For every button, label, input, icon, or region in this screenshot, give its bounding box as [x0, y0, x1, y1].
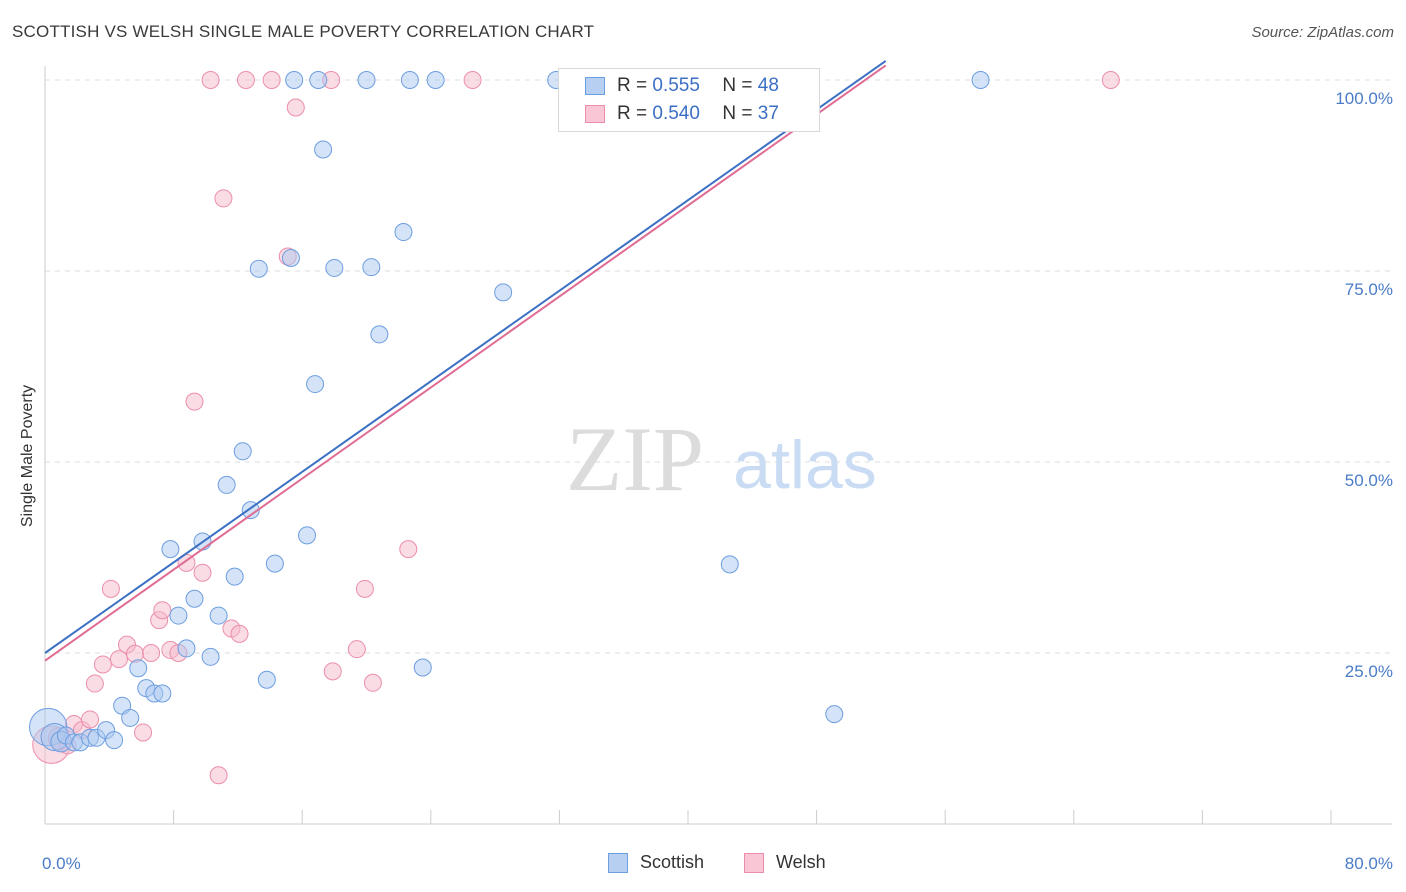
r-value-scottish: 0.555	[652, 75, 700, 96]
scottish-point	[971, 71, 990, 89]
scottish-point	[257, 670, 276, 689]
y-tick-label: 75.0%	[1345, 280, 1393, 299]
scottish-point	[426, 71, 445, 89]
scottish-point	[121, 708, 140, 727]
scottish-point	[185, 589, 204, 608]
welsh-point	[347, 640, 366, 659]
r-label: R =	[617, 75, 648, 96]
n-label: N =	[722, 75, 753, 96]
scottish-legend-label: Scottish	[640, 852, 705, 872]
n-value-scottish: 48	[757, 75, 779, 96]
chart-title: SCOTTISH VS WELSH SINGLE MALE POVERTY CO…	[12, 22, 595, 41]
welsh-point	[134, 723, 153, 742]
scottish-point	[233, 442, 252, 461]
scottish-point	[153, 684, 172, 703]
scottish-points	[29, 71, 990, 753]
welsh-point	[1101, 71, 1120, 89]
scottish-point	[306, 375, 325, 394]
welsh-point	[236, 71, 255, 89]
welsh-legend-swatch	[744, 852, 764, 873]
r-value-welsh: 0.540	[652, 103, 700, 124]
welsh-point	[214, 189, 233, 208]
welsh-point	[355, 579, 374, 598]
scottish-point	[314, 140, 333, 159]
legend-row-scottish: R = 0.555 N = 48	[585, 75, 779, 97]
watermark-zip: ZIP	[566, 408, 704, 510]
n-label: N =	[722, 103, 753, 124]
scottish-point	[325, 258, 344, 277]
watermark: ZIP atlas	[566, 408, 877, 510]
welsh-point	[185, 392, 204, 411]
scottish-point	[309, 71, 328, 89]
scottish-point	[362, 258, 381, 277]
welsh-legend-label: Welsh	[776, 852, 826, 872]
legend-row-welsh: R = 0.540 N = 37	[585, 103, 779, 125]
scottish-point	[129, 659, 148, 678]
welsh-point	[81, 710, 100, 729]
welsh-point	[109, 650, 128, 669]
welsh-swatch	[585, 105, 605, 123]
welsh-point	[93, 655, 112, 674]
scottish-point	[217, 475, 236, 494]
scottish-point	[161, 540, 180, 559]
scottish-point	[400, 71, 419, 89]
scottish-point	[209, 606, 228, 625]
y-tick-label: 25.0%	[1345, 662, 1393, 681]
welsh-point	[142, 644, 161, 662]
welsh-point	[363, 673, 382, 692]
trend-lines	[44, 60, 887, 662]
scottish-point	[177, 639, 196, 658]
scottish-point	[169, 606, 188, 625]
y-tick-label: 100.0%	[1335, 89, 1393, 108]
scottish-point	[357, 71, 376, 89]
scottish-point	[413, 658, 432, 677]
legend-item-welsh[interactable]: Welsh	[744, 852, 826, 873]
welsh-point	[262, 71, 281, 89]
scottish-point	[720, 555, 739, 574]
scottish-legend-swatch	[608, 852, 628, 873]
scottish-point	[394, 223, 413, 242]
scottish-trend-line	[44, 60, 887, 654]
scottish-point	[201, 647, 220, 666]
welsh-point	[193, 563, 212, 582]
welsh-point	[230, 624, 249, 643]
stats-legend: R = 0.555 N = 48 R = 0.540 N = 37	[558, 68, 820, 132]
legend-item-scottish[interactable]: Scottish	[608, 852, 704, 873]
series-legend: Scottish Welsh	[0, 852, 1406, 876]
x-tick-label: 80.0%	[1345, 854, 1393, 873]
axes	[44, 66, 1392, 825]
welsh-point	[101, 579, 120, 598]
scottish-point	[370, 325, 389, 344]
welsh-point	[286, 98, 305, 117]
gridlines	[45, 79, 1392, 654]
scottish-point	[281, 249, 300, 268]
welsh-trend-line	[44, 64, 887, 662]
scottish-point	[825, 705, 844, 724]
tick-labels: 25.0% 50.0% 75.0% 100.0% 0.0% 80.0%	[42, 89, 1393, 873]
scottish-point	[285, 71, 304, 89]
welsh-point	[209, 766, 228, 785]
scottish-point	[249, 259, 268, 278]
scottish-point	[265, 554, 284, 573]
n-value-welsh: 37	[757, 103, 779, 124]
welsh-point	[463, 71, 482, 89]
welsh-point	[153, 601, 172, 620]
scottish-swatch	[585, 77, 605, 95]
scottish-point	[225, 567, 244, 586]
welsh-point	[85, 674, 104, 693]
x-tick-label: 0.0%	[42, 854, 81, 873]
welsh-point	[201, 71, 220, 89]
watermark-atlas: atlas	[733, 427, 877, 503]
y-tick-label: 50.0%	[1345, 471, 1393, 490]
source-label: Source: ZipAtlas.com	[1251, 24, 1394, 41]
scottish-point	[298, 526, 317, 545]
scottish-point	[105, 731, 124, 750]
r-label: R =	[617, 103, 648, 124]
scottish-point	[494, 283, 513, 302]
welsh-point	[323, 662, 342, 681]
welsh-point	[399, 540, 418, 559]
